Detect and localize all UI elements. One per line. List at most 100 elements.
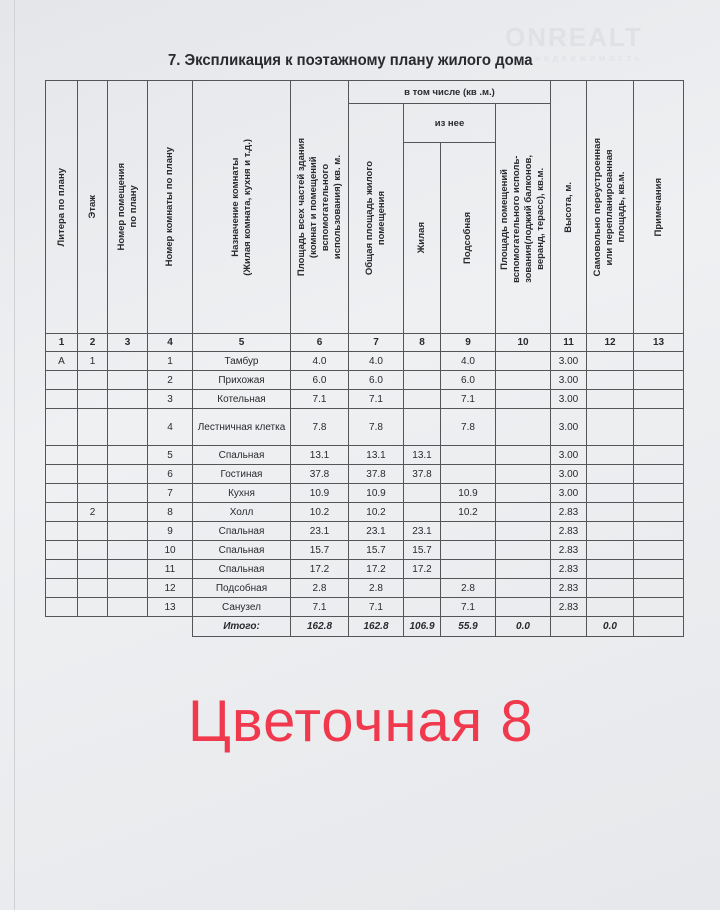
table-cell bbox=[77, 578, 108, 598]
table-cell bbox=[107, 408, 148, 446]
watermark-logo: ONREALT недвижимость bbox=[505, 22, 644, 63]
table-cell bbox=[586, 540, 634, 560]
header-group-including: в том числе (кв .м.) bbox=[348, 80, 551, 104]
table-cell: Тамбур bbox=[192, 351, 291, 371]
table-cell bbox=[77, 597, 108, 617]
table-cell bbox=[586, 578, 634, 598]
header-total-area: Площадь всех частей здания (комнат и пом… bbox=[290, 80, 349, 334]
column-number: 7 bbox=[348, 333, 404, 352]
table-cell bbox=[586, 597, 634, 617]
table-cell bbox=[77, 483, 108, 503]
table-cell: 7.1 bbox=[290, 597, 349, 617]
header-floor: Этаж bbox=[77, 80, 108, 334]
table-cell: 10.9 bbox=[290, 483, 349, 503]
table-cell bbox=[77, 521, 108, 541]
table-cell: Спальная bbox=[192, 521, 291, 541]
table-cell bbox=[403, 370, 441, 390]
table-cell bbox=[45, 559, 78, 579]
table-cell: 3.00 bbox=[550, 389, 587, 409]
table-cell bbox=[107, 483, 148, 503]
table-cell: 17.2 bbox=[290, 559, 349, 579]
table-cell bbox=[440, 464, 496, 484]
table-cell bbox=[45, 521, 78, 541]
column-number: 5 bbox=[192, 333, 291, 352]
column-number: 4 bbox=[147, 333, 193, 352]
table-cell: 4.0 bbox=[290, 351, 349, 371]
table-cell: 2.8 bbox=[348, 578, 404, 598]
table-cell bbox=[45, 540, 78, 560]
table-cell: 6 bbox=[147, 464, 193, 484]
table-row: 7 Кухня 10.9 10.9 10.9 3.00 bbox=[45, 483, 684, 503]
table-cell: 3.00 bbox=[550, 483, 587, 503]
table-cell: 10.9 bbox=[348, 483, 404, 503]
table-cell bbox=[107, 597, 148, 617]
column-number: 1 bbox=[45, 333, 78, 352]
table-cell bbox=[495, 540, 551, 560]
column-number: 6 bbox=[290, 333, 349, 352]
table-cell bbox=[586, 559, 634, 579]
table-cell bbox=[586, 521, 634, 541]
total-c8: 106.9 bbox=[403, 616, 441, 637]
table-cell: Спальная bbox=[192, 445, 291, 465]
header-subgroup: из нее bbox=[403, 103, 496, 143]
table-cell bbox=[495, 521, 551, 541]
table-cell: 6.0 bbox=[348, 370, 404, 390]
table-cell bbox=[107, 370, 148, 390]
table-cell bbox=[45, 370, 78, 390]
table-cell bbox=[495, 597, 551, 617]
table-cell: Котельная bbox=[192, 389, 291, 409]
column-number: 2 bbox=[77, 333, 108, 352]
table-cell: 7.1 bbox=[290, 389, 349, 409]
table-cell bbox=[586, 408, 634, 446]
table-cell: 8 bbox=[147, 502, 193, 522]
table-cell bbox=[45, 389, 78, 409]
table-cell: 7.1 bbox=[440, 597, 496, 617]
column-number: 8 bbox=[403, 333, 441, 352]
empty-cell bbox=[45, 616, 193, 637]
header-utility: Подсобная bbox=[440, 142, 496, 334]
table-cell bbox=[495, 578, 551, 598]
table-cell: 2.8 bbox=[290, 578, 349, 598]
table-cell bbox=[440, 559, 496, 579]
table-cell bbox=[403, 408, 441, 446]
header-notes: Примечания bbox=[633, 80, 684, 334]
header-room-purpose: Назначение комнаты (Жилая комната, кухня… bbox=[192, 80, 291, 334]
document-title: 7. Экспликация к поэтажному плану жилого… bbox=[168, 52, 533, 69]
total-c12: 0.0 bbox=[586, 616, 634, 637]
table-cell: 4.0 bbox=[348, 351, 404, 371]
table-cell: 7.1 bbox=[348, 389, 404, 409]
table-cell bbox=[495, 483, 551, 503]
total-c13 bbox=[633, 616, 684, 637]
table-cell: 23.1 bbox=[403, 521, 441, 541]
table-cell: Лестничная клетка bbox=[192, 408, 291, 446]
table-cell: 2 bbox=[77, 502, 108, 522]
table-row: А 1 1 Тамбур 4.0 4.0 4.0 3.00 bbox=[45, 351, 684, 371]
total-c11 bbox=[550, 616, 587, 637]
table-cell: 6.0 bbox=[290, 370, 349, 390]
table-cell: 3.00 bbox=[550, 351, 587, 371]
table-row: 9 Спальная 23.1 23.1 23.1 2.83 bbox=[45, 521, 684, 541]
header-living-premises-area: Общая площадь жилого помещения bbox=[348, 103, 404, 334]
table-cell: 1 bbox=[77, 351, 108, 371]
table-row: 6 Гостиная 37.8 37.8 37.8 3.00 bbox=[45, 464, 684, 484]
table-cell: 15.7 bbox=[290, 540, 349, 560]
table-cell bbox=[495, 464, 551, 484]
address-caption: Цветочная 8 bbox=[188, 689, 534, 754]
table-cell bbox=[495, 445, 551, 465]
table-cell: 5 bbox=[147, 445, 193, 465]
table-cell: 4 bbox=[147, 408, 193, 446]
table-cell bbox=[45, 445, 78, 465]
table-cell: 11 bbox=[147, 559, 193, 579]
table-cell: 7.8 bbox=[440, 408, 496, 446]
table-cell bbox=[403, 578, 441, 598]
table-cell: 2.83 bbox=[550, 578, 587, 598]
column-number: 9 bbox=[440, 333, 496, 352]
table-cell: 7.8 bbox=[290, 408, 349, 446]
table-row: 4 Лестничная клетка 7.8 7.8 7.8 3.00 bbox=[45, 408, 684, 446]
table-cell bbox=[440, 540, 496, 560]
table-cell: 2.83 bbox=[550, 521, 587, 541]
table-cell bbox=[403, 389, 441, 409]
table-cell bbox=[586, 445, 634, 465]
table-cell: А bbox=[45, 351, 78, 371]
table-cell bbox=[586, 351, 634, 371]
